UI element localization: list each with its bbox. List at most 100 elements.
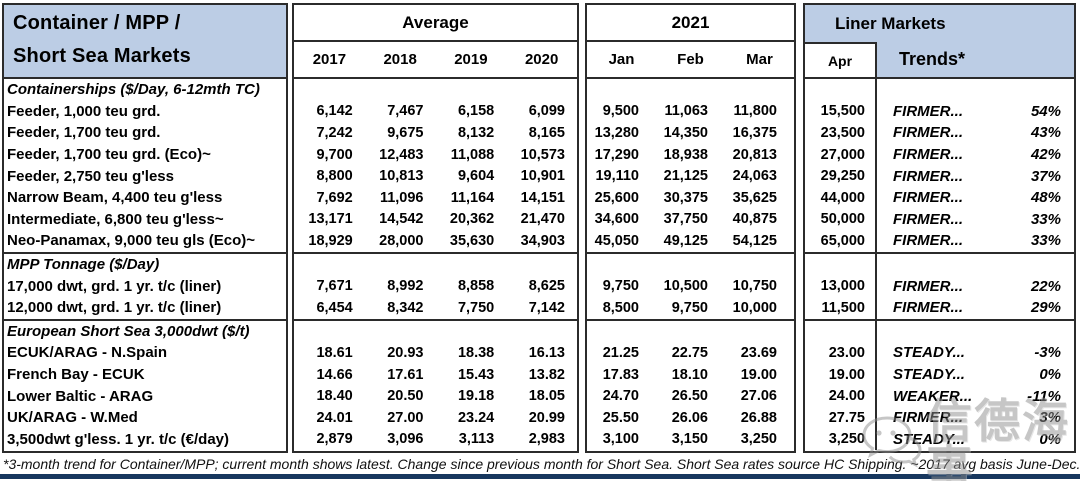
trend-text: STEADY... <box>893 430 965 448</box>
month-cell: 13,280 <box>594 124 639 141</box>
avg-cell: 6,142 <box>316 103 353 120</box>
avg-cell: 7,467 <box>387 103 424 120</box>
avg-cell: 14,151 <box>520 189 565 206</box>
year-header: 2019 <box>454 51 488 68</box>
month-cell: 18,938 <box>663 146 708 163</box>
month-cell: 24.70 <box>602 388 639 405</box>
row-label: Feeder, 1,700 teu grd. <box>7 124 161 142</box>
row-label: 12,000 dwt, grd. 1 yr. t/c (liner) <box>7 299 222 317</box>
table-row: 45,050 49,125 54,125 <box>587 230 794 252</box>
month-cell: 10,500 <box>663 278 708 295</box>
month-cell: 26.06 <box>671 409 708 426</box>
section-mpp-labels: MPP Tonnage ($/Day) 17,000 dwt, grd. 1 y… <box>4 251 286 319</box>
month-header: Mar <box>746 51 773 68</box>
avg-cell: 28,000 <box>379 232 424 249</box>
y2021-header: 2021 Jan Feb Mar <box>587 5 794 79</box>
avg-cell: 18.05 <box>528 388 565 405</box>
section-spacer-row <box>294 254 577 276</box>
trend-change: 22% <box>1030 277 1061 295</box>
table-row: 8,800 10,813 9,604 10,901 <box>294 165 577 187</box>
month-cell: 26.50 <box>671 388 708 405</box>
labels-column: Container / MPP / Short Sea Markets Cont… <box>2 3 288 453</box>
trend-text: FIRMER... <box>893 102 963 120</box>
avg-cell: 11,088 <box>450 146 495 163</box>
month-cell: 9,750 <box>602 278 639 295</box>
y2021-mpp: 9,750 10,500 10,750 8,500 9,750 10,000 <box>587 251 794 319</box>
trend-change: 33% <box>1030 210 1061 228</box>
table-row: 7,242 9,675 8,132 8,165 <box>294 122 577 144</box>
table-row: 25,600 30,375 35,625 <box>587 187 794 209</box>
table-row: 7,671 8,992 8,858 8,625 <box>294 275 577 297</box>
month-cell: 54,125 <box>732 232 777 249</box>
avg-cell: 3,113 <box>458 431 495 448</box>
apr-cell: 11,500 <box>805 296 877 319</box>
table-row: 9,700 12,483 11,088 10,573 <box>294 144 577 166</box>
trends-header: Trends* <box>899 49 966 69</box>
section-spacer-row <box>294 79 577 101</box>
table-row: 19,110 21,125 24,063 <box>587 165 794 187</box>
year-2021-columns: 2021 Jan Feb Mar 9,500 11,063 11,800 13,28… <box>585 3 796 453</box>
row-label: UK/ARAG - W.Med <box>7 409 138 427</box>
avg-cell: 7,671 <box>316 278 353 295</box>
avg-cell: 7,142 <box>528 299 565 316</box>
section-containerships-labels: Containerships ($/Day, 6-12mth TC) Feede… <box>4 79 286 252</box>
avg-cell: 14,542 <box>379 211 424 228</box>
avg-cell: 12,483 <box>379 146 424 163</box>
avg-cell: 6,099 <box>528 103 565 120</box>
table-title: Container / MPP / Short Sea Markets <box>4 5 286 79</box>
month-cell: 25,600 <box>594 189 639 206</box>
table-row: 18,929 28,000 35,630 34,903 <box>294 230 577 252</box>
month-cell: 9,500 <box>602 103 639 120</box>
liner-mpp: 13,000 FIRMER... 22% 11,500 FIRMER... 29% <box>805 251 1074 319</box>
month-cell: 18.10 <box>671 366 708 383</box>
avg-cell: 8,165 <box>528 124 565 141</box>
section-title: Containerships ($/Day, 6-12mth TC) <box>7 81 260 99</box>
table-row: 65,000 FIRMER... 33% <box>805 230 1074 252</box>
trend-text: STEADY... <box>893 344 965 362</box>
table-row: 25.50 26.06 26.88 <box>587 407 794 429</box>
avg-cell: 18.61 <box>316 344 353 361</box>
table-row: 17,290 18,938 20,813 <box>587 144 794 166</box>
trend-text: FIRMER... <box>893 232 963 250</box>
avg-cell: 35,630 <box>449 232 495 249</box>
month-cell: 17,290 <box>594 146 639 163</box>
row-label: French Bay - ECUK <box>7 366 145 384</box>
row-label: 3,500dwt g'less. 1 yr. t/c (€/day) <box>7 430 230 448</box>
year-header: 2017 <box>312 51 347 68</box>
avg-containerships: 6,142 7,467 6,158 6,099 7,242 9,675 8,132 8,16… <box>294 79 577 252</box>
bottom-divider-bar <box>0 474 1080 479</box>
avg-cell: 9,675 <box>387 124 424 141</box>
month-cell: 10,750 <box>732 278 777 295</box>
trend-change: 0% <box>1039 430 1061 448</box>
month-cell: 17.83 <box>602 366 639 383</box>
avg-cell: 11,164 <box>450 189 495 206</box>
trend-text: FIRMER... <box>893 167 963 185</box>
avg-cell: 24.01 <box>316 409 353 426</box>
month-cell: 10,000 <box>732 299 777 316</box>
table-row: 27.75 FIRMER... 3% <box>805 406 1074 429</box>
liner-shortsea: 23.00 STEADY... -3% 19.00 STEADY... 0% 24.00… <box>805 318 1074 451</box>
row-label: Narrow Beam, 4,400 teu g'less <box>7 189 223 207</box>
section-spacer-row <box>294 321 577 343</box>
avg-cell: 19.18 <box>457 388 495 405</box>
avg-cell: 6,158 <box>457 103 495 120</box>
avg-cell: 10,573 <box>520 146 565 163</box>
row-label: Intermediate, 6,800 teu g'less~ <box>7 210 224 228</box>
y2021-containerships: 9,500 11,063 11,800 13,280 14,350 16,375 17,… <box>587 79 794 252</box>
month-cell: 40,875 <box>732 211 777 228</box>
month-cell: 45,050 <box>594 232 639 249</box>
month-cell: 3,100 <box>602 431 639 448</box>
month-cell: 19.00 <box>740 366 777 383</box>
table-row: 50,000 FIRMER... 33% <box>805 208 1074 231</box>
table-row: 15,500 FIRMER... 54% <box>805 100 1074 123</box>
trend-text: FIRMER... <box>893 189 963 207</box>
table-row: 18.40 20.50 19.18 18.05 <box>294 385 577 407</box>
month-cell: 8,500 <box>602 299 639 316</box>
average-columns: Average 2017 2018 2019 2020 6,142 7,467 6,… <box>292 3 579 453</box>
table-row: 6,454 8,342 7,750 7,142 <box>294 297 577 319</box>
months-row: Jan Feb Mar <box>587 42 794 77</box>
apr-cell: 15,500 <box>805 100 877 123</box>
month-cell: 21,125 <box>663 168 708 185</box>
month-cell: 16,375 <box>732 124 777 141</box>
